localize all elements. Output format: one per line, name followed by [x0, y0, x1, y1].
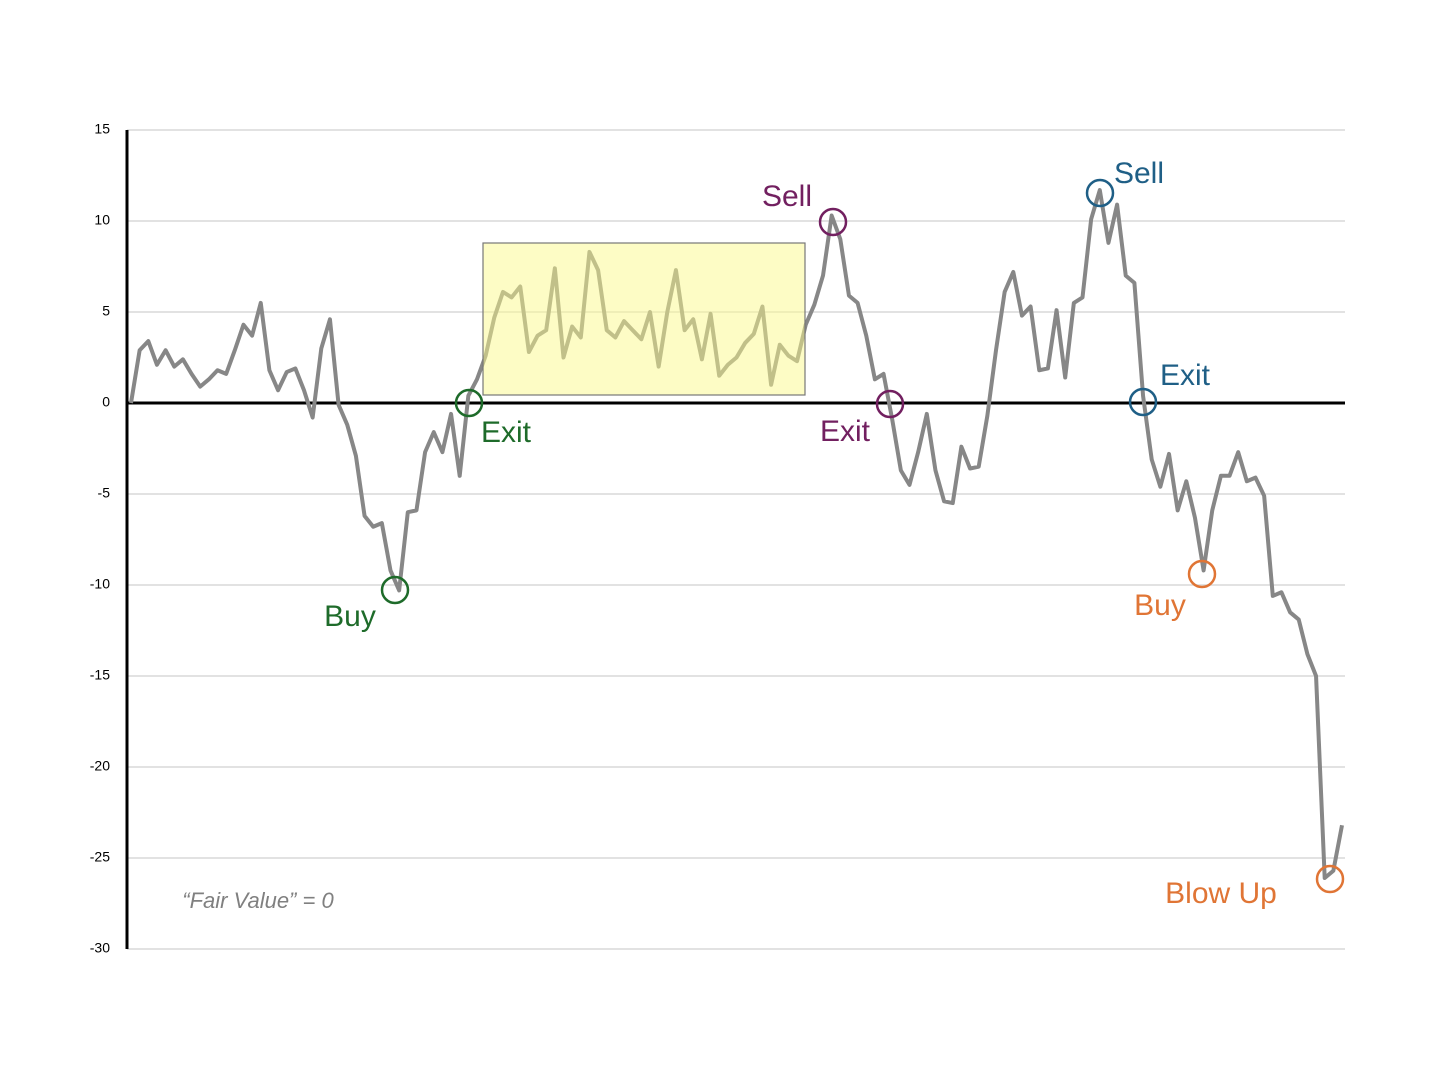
- annotation-circle: [1315, 864, 1345, 894]
- annotation-circle: [1128, 387, 1158, 417]
- y-tick-label: -15: [90, 667, 110, 683]
- annotation-label: Blow Up: [1165, 877, 1277, 910]
- y-tick-label: -30: [90, 940, 110, 956]
- annotation-label: Exit: [1160, 359, 1211, 392]
- annotation-circle: [875, 389, 905, 419]
- y-tick-label: -5: [98, 485, 111, 501]
- y-tick-label: 5: [102, 303, 110, 319]
- annotation-circle: [454, 388, 484, 418]
- annotation-label: Buy: [324, 600, 376, 633]
- annotation-circle: [1085, 178, 1115, 208]
- y-tick-label: 10: [94, 212, 110, 228]
- y-tick-label: -20: [90, 758, 110, 774]
- annotation-circle: [818, 207, 848, 237]
- annotation-label: Exit: [820, 415, 871, 448]
- y-tick-label: -10: [90, 576, 110, 592]
- annotation-circle: [1187, 559, 1217, 589]
- annotation-label: Sell: [1114, 157, 1164, 190]
- note: “Fair Value” = 0: [182, 888, 334, 913]
- annotation-label: Buy: [1134, 589, 1186, 622]
- annotation-circle: [380, 575, 410, 605]
- annotation-label: Sell: [762, 180, 812, 213]
- y-tick-label: -25: [90, 849, 110, 865]
- y-tick-label: 0: [102, 394, 110, 410]
- highlight-box: [482, 242, 806, 396]
- y-tick-label: 15: [94, 121, 110, 137]
- annotation-label: Exit: [481, 416, 532, 449]
